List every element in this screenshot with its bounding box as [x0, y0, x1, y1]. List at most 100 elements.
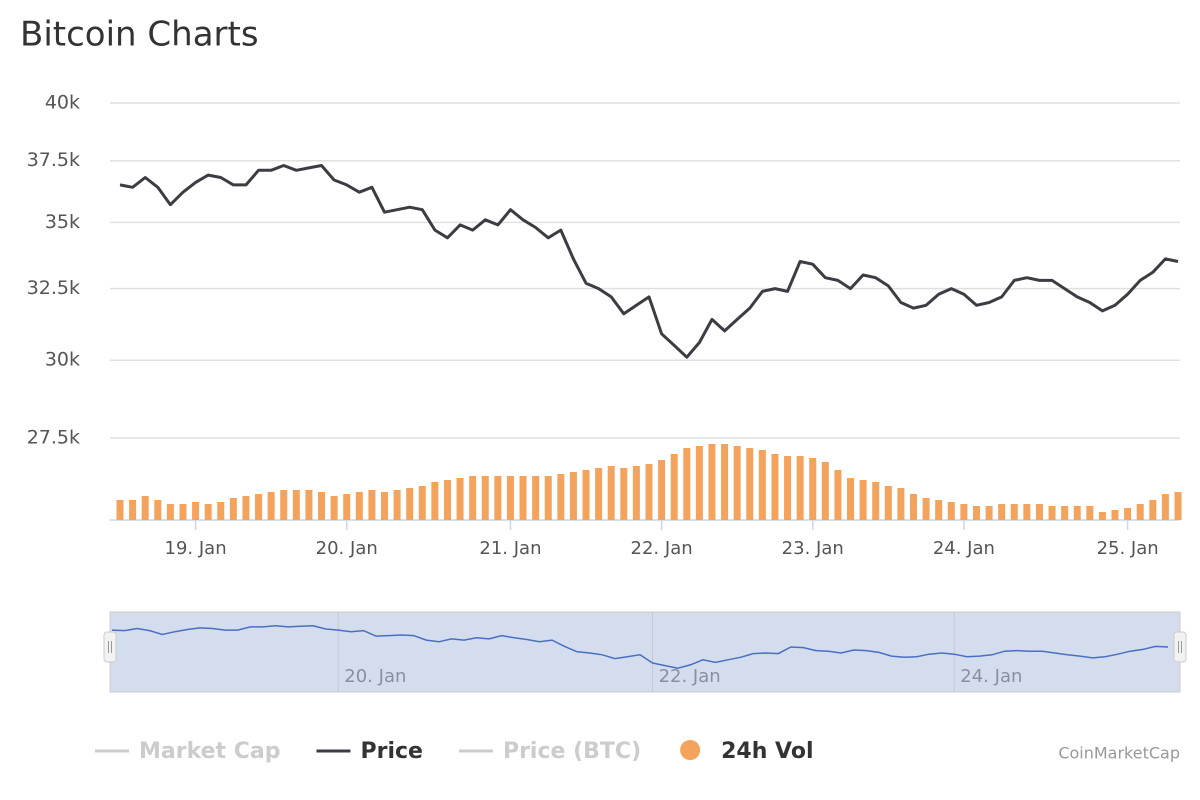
volume-bar	[406, 488, 414, 520]
y-tick-label: 32.5k	[27, 277, 80, 299]
x-tick-label: 22. Jan	[631, 538, 693, 559]
navigator-line	[111, 625, 1169, 669]
volume-bar	[1098, 512, 1106, 520]
volume-bar	[746, 448, 754, 520]
legend-label: Price	[360, 739, 422, 764]
navigator-label: 22. Jan	[659, 666, 721, 687]
volume-bar	[569, 472, 577, 520]
volume-bar	[1023, 504, 1031, 520]
volume-bar	[721, 444, 729, 520]
volume-bar	[443, 480, 451, 520]
volume-bar	[242, 496, 250, 520]
volume-bar	[519, 476, 527, 520]
volume-bar	[847, 478, 855, 520]
volume-bar	[204, 504, 212, 520]
x-tick-label: 23. Jan	[782, 538, 844, 559]
volume-bar	[897, 488, 905, 520]
volume-bar	[280, 490, 288, 520]
volume-bar	[910, 494, 917, 520]
volume-bar	[821, 462, 829, 520]
chart-title: Bitcoin Charts	[20, 15, 259, 55]
volume-bar	[998, 504, 1006, 520]
legend-label: Market Cap	[139, 739, 280, 764]
x-tick-label: 20. Jan	[316, 538, 378, 559]
volume-bar	[129, 500, 137, 520]
volume-bar	[645, 464, 653, 520]
volume-bar	[1010, 504, 1018, 520]
volume-bar	[1111, 510, 1119, 520]
volume-bar	[456, 478, 464, 520]
volume-bar	[859, 480, 867, 520]
volume-bar	[1086, 506, 1094, 520]
volume-bar	[784, 456, 792, 520]
price-line	[119, 164, 1179, 359]
volume-bar	[695, 446, 703, 520]
navigator-handle	[103, 631, 117, 663]
y-tick-label: 37.5k	[27, 149, 80, 171]
volume-bar	[506, 476, 514, 520]
y-tick-label: 27.5k	[27, 427, 80, 449]
volume-bar	[229, 498, 237, 520]
volume-bar	[305, 490, 313, 520]
volume-bar	[683, 448, 691, 520]
navigator-handle	[1173, 631, 1187, 663]
volume-bar	[481, 476, 489, 520]
volume-bar	[1048, 506, 1056, 520]
navigator-label: 20. Jan	[344, 666, 406, 687]
volume-bar	[544, 476, 552, 520]
volume-bar	[758, 450, 766, 520]
y-tick-label: 35k	[45, 211, 80, 233]
volume-bar	[595, 468, 603, 520]
volume-bar	[922, 498, 930, 520]
volume-bar	[947, 502, 955, 520]
volume-bar	[1161, 494, 1169, 520]
x-tick-label: 24. Jan	[933, 538, 995, 559]
volume-bar	[381, 492, 388, 520]
volume-bar	[809, 458, 817, 520]
volume-bar	[796, 456, 804, 520]
volume-bar	[935, 500, 943, 520]
legend-label: Price (BTC)	[503, 739, 641, 764]
volume-bar	[632, 466, 640, 520]
volume-bar	[116, 500, 124, 520]
volume-bar	[708, 444, 716, 520]
volume-bar	[217, 502, 225, 520]
volume-bar	[1149, 500, 1157, 520]
legend-label: 24h Vol	[721, 739, 813, 764]
volume-bar	[141, 496, 149, 520]
navigator-label: 24. Jan	[960, 666, 1022, 687]
x-tick-label: 19. Jan	[165, 538, 227, 559]
volume-bar	[985, 506, 993, 520]
y-tick-label: 30k	[45, 349, 80, 371]
volume-bar	[292, 490, 300, 520]
x-tick-label: 25. Jan	[1097, 538, 1159, 559]
volume-bar	[658, 460, 666, 520]
volume-bar	[368, 490, 376, 520]
volume-bar	[255, 494, 263, 520]
volume-bar	[670, 454, 678, 520]
volume-bar	[1035, 504, 1043, 520]
volume-bar	[431, 482, 439, 520]
volume-bar	[179, 504, 187, 520]
legend-symbol	[680, 740, 701, 760]
volume-bar	[469, 476, 477, 520]
volume-bar	[1174, 492, 1182, 520]
volume-bar	[1124, 508, 1132, 520]
x-tick-label: 21. Jan	[479, 538, 541, 559]
volume-bar	[557, 474, 565, 520]
volume-bar	[418, 486, 426, 520]
volume-bar	[607, 466, 615, 520]
volume-bar	[166, 504, 174, 520]
volume-bar	[960, 504, 968, 520]
volume-bar	[355, 492, 363, 520]
volume-bar	[872, 482, 880, 520]
volume-bar	[532, 476, 540, 520]
volume-bar	[1136, 504, 1144, 520]
volume-bar	[1061, 506, 1069, 520]
volume-bar	[972, 506, 980, 520]
volume-bar	[330, 496, 338, 520]
volume-bar	[267, 492, 275, 520]
volume-bar	[154, 500, 162, 520]
volume-bar	[318, 492, 326, 520]
volume-bar	[1073, 506, 1081, 520]
